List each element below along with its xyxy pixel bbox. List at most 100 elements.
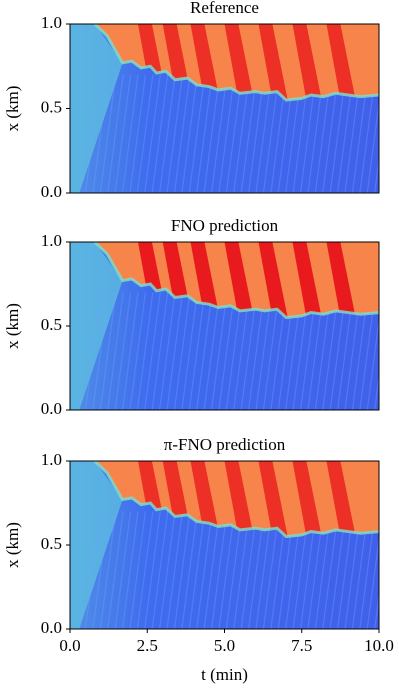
streak (218, 511, 235, 629)
streak (248, 511, 265, 629)
streak (210, 74, 228, 193)
streak (203, 74, 221, 193)
streak (159, 292, 176, 410)
streak (240, 74, 258, 193)
streak (99, 74, 117, 193)
streak (374, 372, 379, 410)
y-tick-label: 0.0 (41, 618, 62, 637)
streak (181, 74, 198, 193)
streak (136, 74, 154, 193)
streak (210, 511, 228, 629)
streak (196, 511, 213, 629)
streak (218, 74, 235, 193)
streak (129, 292, 146, 410)
streak (121, 511, 139, 629)
streak (233, 74, 250, 193)
streak (99, 511, 117, 629)
streak (255, 74, 273, 193)
streak (129, 74, 146, 193)
streak (159, 511, 176, 629)
stripe (224, 242, 256, 318)
streak (144, 74, 161, 193)
streak (151, 74, 169, 193)
streak (196, 74, 213, 193)
streak (114, 511, 132, 629)
heatmap-panel: Reference x (km) 0.0 0.5 1.0 (3, 0, 380, 201)
y-tick-label: 1.0 (41, 231, 62, 250)
boundary (93, 24, 379, 102)
y-tick-label: 0.0 (41, 399, 62, 418)
streak (240, 511, 258, 629)
y-tick-label: 0.5 (41, 97, 62, 116)
stripe (258, 242, 290, 318)
y-axis-label: x (km) (3, 86, 22, 132)
stripe (224, 24, 256, 101)
streak (159, 74, 176, 193)
streak (255, 292, 273, 410)
front-wedge (70, 24, 123, 193)
front-wedge (70, 461, 123, 629)
streak (166, 292, 184, 410)
front-wedge (70, 242, 123, 410)
streak (181, 511, 198, 629)
streak (99, 292, 117, 410)
streak (366, 535, 379, 629)
streak (84, 292, 102, 410)
streak (166, 511, 184, 629)
y-tick-label: 1.0 (41, 450, 62, 469)
heatmap-panel: FNO prediction x (km) 0.0 0.5 1.0 (3, 216, 380, 418)
streak (248, 74, 265, 193)
x-tick-label: 0.0 (59, 636, 80, 655)
streak (121, 74, 139, 193)
streak (374, 591, 379, 629)
heatmap-panel: π-FNO prediction x (km) 0.0 0.5 1.0 0.0 2.5 5.0… (3, 435, 394, 684)
streak (240, 292, 258, 410)
streak (129, 511, 146, 629)
streak (151, 511, 169, 629)
streak (92, 511, 109, 629)
boundary (93, 461, 379, 539)
streak (173, 74, 191, 193)
streak (84, 511, 102, 629)
streak (210, 292, 228, 410)
streak (366, 316, 379, 410)
stripe (258, 461, 290, 537)
stripe (258, 24, 290, 101)
streak (114, 292, 132, 410)
streak (144, 292, 161, 410)
y-axis-label: x (km) (3, 522, 22, 568)
streak (92, 74, 109, 193)
panel-title: Reference (190, 0, 259, 17)
stripe (326, 461, 358, 537)
streak (203, 511, 221, 629)
streak (248, 292, 265, 410)
streak (107, 511, 124, 629)
streak (188, 292, 206, 410)
streak (107, 292, 124, 410)
x-tick-label: 7.5 (291, 636, 312, 655)
x-tick-label: 10.0 (364, 636, 394, 655)
streak (262, 292, 280, 410)
streak (84, 74, 102, 193)
streak (188, 74, 206, 193)
y-tick-label: 0.5 (41, 534, 62, 553)
streak (218, 292, 235, 410)
panel-title: π-FNO prediction (164, 435, 286, 454)
boundary (93, 242, 379, 320)
streak (262, 511, 280, 629)
y-tick-label: 0.0 (41, 182, 62, 201)
streak (233, 292, 250, 410)
streak (233, 511, 250, 629)
stripe (224, 461, 256, 537)
streak (136, 511, 154, 629)
streak (114, 74, 132, 193)
streak (196, 292, 213, 410)
panel-title: FNO prediction (171, 216, 279, 235)
stripe (326, 24, 358, 101)
x-axis-label: t (min) (201, 665, 248, 684)
x-tick-label: 2.5 (137, 636, 158, 655)
heatmap-image (70, 24, 379, 193)
stripe (326, 242, 358, 318)
heatmap-image (70, 242, 379, 410)
